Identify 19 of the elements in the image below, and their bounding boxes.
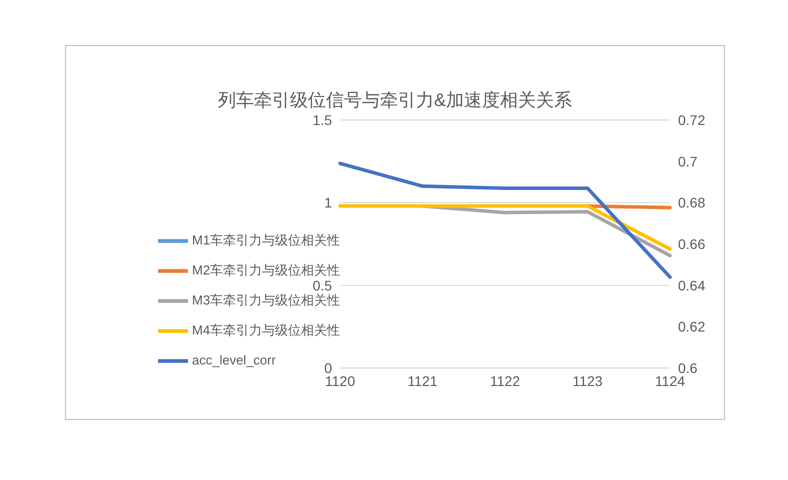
legend-label: M2车牵引力与级位相关性 xyxy=(192,262,340,278)
legend-label: M4车牵引力与级位相关性 xyxy=(192,322,340,338)
y2-tick-label: 0.72 xyxy=(678,112,706,128)
y2-tick-label: 0.68 xyxy=(678,194,706,211)
y2-tick-label: 0.7 xyxy=(678,153,698,170)
y-tick-label: 1 xyxy=(324,194,332,211)
legend-label: M3车牵引力与级位相关性 xyxy=(192,292,340,308)
y2-tick-label: 0.62 xyxy=(678,318,706,335)
line-series xyxy=(338,162,672,279)
x-tick-label: 1121 xyxy=(407,372,438,389)
y2-tick-label: 0.66 xyxy=(678,236,706,252)
y-tick-label: 1.5 xyxy=(312,112,332,128)
x-tick-label: 1122 xyxy=(490,372,520,389)
chart-title: 列车牵引级位信号与牵引力&加速度相关关系 xyxy=(216,89,573,112)
x-tick-label: 1123 xyxy=(572,372,603,389)
y2-tick-label: 0.64 xyxy=(678,277,706,294)
legend-label: M1车牵引力与级位相关性 xyxy=(192,232,340,248)
y-tick-label: 0.5 xyxy=(312,277,332,294)
legend-label: acc_level_corr xyxy=(192,352,276,368)
